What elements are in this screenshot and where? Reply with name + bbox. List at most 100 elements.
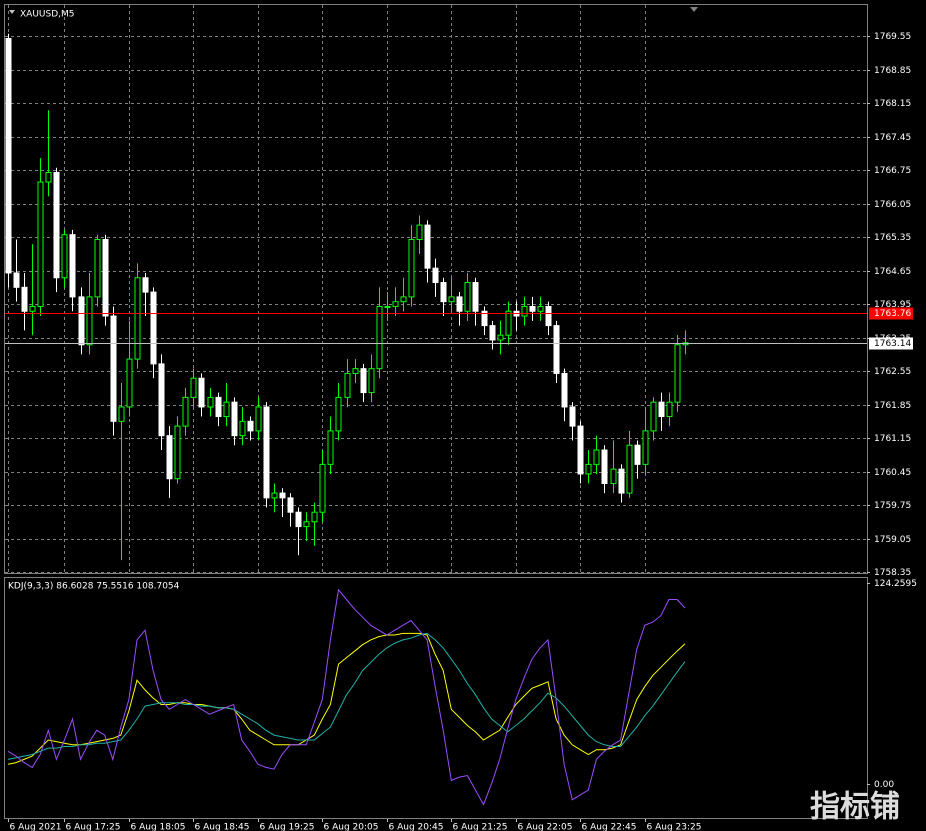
y-tick-label: 1764.65 [874,267,911,277]
candle-body [174,425,181,480]
main-panel-border [4,4,868,574]
x-tick-label: 6 Aug 21:25 [453,823,508,831]
chart-title: XAUUSD,M5 [20,10,75,20]
x-tick-label: 6 Aug 20:05 [324,823,379,831]
candle-body [376,305,383,370]
candle-body [618,468,625,494]
candle-body [94,238,101,298]
candle-body [432,267,439,284]
candle-body [497,334,504,341]
candle-body [69,234,76,298]
candle-body [456,296,463,312]
price-label: 1763.76 [874,309,911,319]
y-tick-label: 0.00 [874,780,894,790]
candle-body [263,406,270,499]
candle-body [569,406,576,427]
candle-body [255,406,262,432]
candle-body [448,296,455,303]
candle-body [416,224,423,240]
candle-body [247,420,254,432]
y-tick-label: 1760.45 [874,468,911,478]
indicator-title: KDJ(9,3,3) 86.6028 75.5516 108.7054 [8,582,180,592]
candle-body [472,282,479,312]
y-tick-label: 1762.55 [874,367,911,377]
candle-body [78,296,85,346]
candle-body [134,277,141,360]
candle-body [327,430,334,465]
candle-body [505,310,512,336]
candle-body [303,521,310,528]
chart-shift-marker[interactable] [690,7,698,12]
x-tick-label: 6 Aug 2021 [10,823,62,831]
candle-body [118,406,125,422]
candle-body [110,315,117,422]
indicator-line [7,632,686,760]
candle-body [335,396,342,432]
candle-body [368,368,375,394]
candle-body [553,325,560,374]
y-tick-label: 1768.85 [874,66,911,76]
candle-body [13,272,20,288]
candle-body [464,282,471,312]
candle-body [5,37,12,274]
candle-body [295,511,302,528]
candle-body [352,368,359,374]
candle-body [239,420,246,437]
price-label: 1763.14 [874,339,911,349]
symbol-menu-arrow[interactable] [9,10,15,14]
candle-body [198,377,205,408]
candle-body [634,444,641,465]
x-tick-label: 6 Aug 20:45 [389,823,444,831]
candle-body [344,372,351,398]
y-tick-label: 1767.45 [874,133,911,143]
candle-body [37,181,44,307]
x-tick-label: 6 Aug 18:45 [195,823,250,831]
candle-body [319,463,326,513]
candle-body [424,224,431,269]
candle-body [384,305,391,308]
candle-body [231,401,238,437]
watermark: 指标铺 [810,790,900,825]
candle-body [440,282,447,303]
y-tick-label: 1768.15 [874,99,911,109]
x-tick-label: 6 Aug 22:05 [518,823,573,831]
candle-body [408,238,415,298]
y-tick-label: 1758.35 [874,568,911,578]
x-tick-label: 6 Aug 22:45 [582,823,637,831]
indicator-line [7,588,686,806]
candle-body [45,171,52,183]
y-tick-label: 1766.75 [874,166,911,176]
candle-body [392,301,399,307]
y-tick-label: 1763.95 [874,300,911,310]
candle-body [279,492,286,499]
candle-body [61,234,68,279]
candle-body [666,401,673,418]
candle-body [360,368,367,394]
candle-body [529,305,536,312]
y-tick-label: 1759.75 [874,501,911,511]
candle-body [545,305,552,327]
candle-body [658,401,665,418]
candle-body [481,310,488,327]
candle-body [537,305,544,312]
candle-body [53,171,60,279]
y-tick-label: 1766.05 [874,200,911,210]
y-tick-label: 1761.15 [874,434,911,444]
kdj-panel-border [4,577,868,819]
candle-body [207,396,214,408]
candle-body [593,449,600,465]
candle-body [626,444,633,494]
price-label-box [869,307,913,320]
candle-body [561,372,568,408]
x-tick-label: 6 Aug 23:25 [647,823,702,831]
y-tick-label: 1765.35 [874,233,911,243]
candle-body [400,296,407,303]
candle-body [271,492,278,499]
candle-body [601,449,608,485]
candle-body [610,468,617,485]
x-tick-label: 6 Aug 17:25 [66,823,121,831]
y-tick-label: 1769.55 [874,32,911,42]
